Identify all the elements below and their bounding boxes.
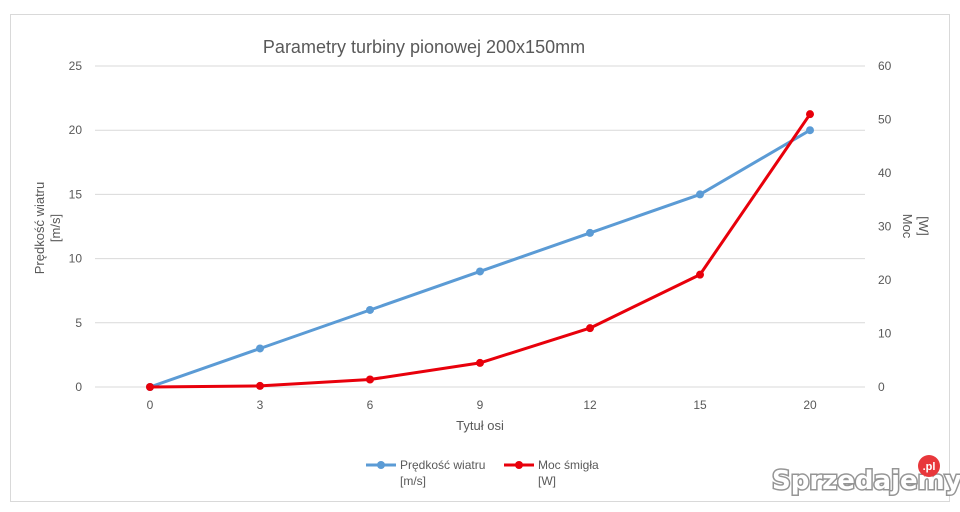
legend-power-label-line2: [W] — [538, 474, 556, 488]
watermark-badge-text: .pl — [923, 461, 936, 473]
y2-tick-label-3: 30 — [878, 220, 892, 234]
left-axis-ticks: 0 5 10 15 20 25 — [69, 59, 83, 394]
legend-power-marker — [515, 461, 523, 469]
y-tick-label-5: 25 — [69, 59, 83, 73]
legend: Prędkość wiatru [m/s] Moc śmigła [W] — [366, 458, 599, 488]
y-tick-label-3: 15 — [69, 187, 83, 201]
chart-frame — [10, 14, 950, 502]
series-layer — [146, 110, 814, 391]
x-axis-ticks: 0 3 6 9 12 15 20 — [147, 398, 817, 412]
y-axis-title-line1: Prędkość wiatru — [32, 182, 47, 274]
watermark-badge — [918, 455, 940, 477]
chart-title: Parametry turbiny pionowej 200x150mm — [263, 37, 585, 57]
x-axis-title: Tytuł osi — [456, 418, 504, 433]
y-tick-label-4: 20 — [69, 123, 83, 137]
y2-axis-title: Moc [W] — [900, 214, 931, 239]
y2-tick-label-1: 10 — [878, 327, 892, 341]
y2-tick-label-2: 20 — [878, 273, 892, 287]
y-axis-title: Prędkość wiatru [m/s] — [32, 182, 63, 274]
y2-tick-label-4: 40 — [878, 166, 892, 180]
data-point-0-4 — [586, 228, 594, 237]
legend-power-label-line1: Moc śmigła — [538, 458, 599, 472]
data-point-1-1 — [256, 381, 264, 390]
x-tick-label-6: 20 — [803, 398, 817, 412]
legend-wind-speed-label-line2: [m/s] — [400, 474, 426, 488]
y2-tick-label-0: 0 — [878, 380, 885, 394]
y2-tick-label-6: 60 — [878, 59, 892, 73]
y-tick-label-1: 5 — [75, 316, 82, 330]
y2-axis-title-line2: [W] — [916, 216, 931, 236]
data-point-0-2 — [366, 305, 374, 314]
y2-axis-title-line1: Moc — [900, 214, 915, 239]
x-tick-label-0: 0 — [147, 398, 154, 412]
legend-item-power: Moc śmigła [W] — [504, 458, 599, 488]
legend-item-wind-speed: Prędkość wiatru [m/s] — [366, 458, 485, 488]
x-tick-label-5: 15 — [693, 398, 707, 412]
data-point-1-6 — [806, 110, 814, 119]
x-tick-label-4: 12 — [583, 398, 597, 412]
data-point-1-5 — [696, 270, 704, 279]
y-tick-label-2: 10 — [69, 252, 83, 266]
data-point-1-0 — [146, 383, 154, 391]
data-point-1-4 — [586, 324, 594, 333]
x-tick-label-1: 3 — [257, 398, 264, 412]
data-point-1-2 — [366, 375, 374, 384]
x-tick-label-3: 9 — [477, 398, 484, 412]
data-point-0-3 — [476, 267, 484, 276]
grid-lines — [95, 65, 865, 388]
y2-tick-label-5: 50 — [878, 113, 892, 127]
series-line-1 — [148, 112, 812, 389]
y-tick-label-0: 0 — [75, 380, 82, 394]
legend-wind-speed-marker — [377, 461, 385, 469]
watermark: Sprzedajemy .pl — [771, 455, 960, 498]
data-point-0-5 — [696, 190, 704, 199]
y-axis-title-line2: [m/s] — [48, 214, 63, 242]
data-point-0-6 — [806, 126, 814, 135]
data-point-0-1 — [256, 344, 264, 353]
legend-wind-speed-label-line1: Prędkość wiatru — [400, 458, 485, 472]
x-tick-label-2: 6 — [367, 398, 374, 412]
data-point-1-3 — [476, 358, 484, 367]
right-axis-ticks: 0 10 20 30 40 50 60 — [878, 59, 892, 394]
